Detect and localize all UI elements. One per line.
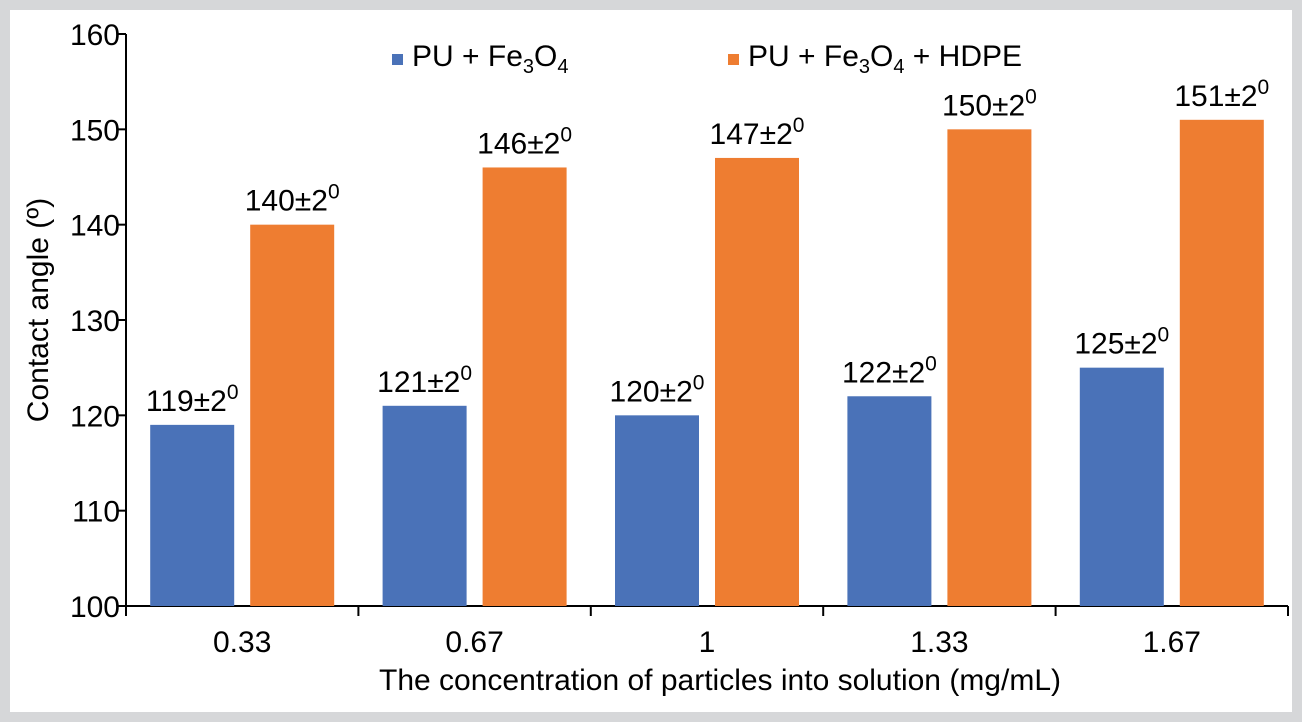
bar-pu-fe3o4-hdpe bbox=[1179, 119, 1264, 607]
data-label: 121±20 bbox=[377, 362, 472, 399]
data-label: 125±20 bbox=[1074, 324, 1169, 361]
x-tick-label: 0.33 bbox=[213, 626, 271, 659]
y-tick-label: 160 bbox=[70, 19, 120, 52]
data-label: 122±20 bbox=[842, 352, 937, 389]
legend-label: PU + Fe3O4 bbox=[412, 40, 568, 78]
legend: PU + Fe3O4 PU + Fe3O4 + HDPE bbox=[392, 40, 1022, 78]
bar-pu-fe3o4 bbox=[847, 396, 932, 606]
y-tick-label: 140 bbox=[70, 210, 120, 243]
data-label: 151±20 bbox=[1174, 76, 1269, 113]
y-tick-label: 150 bbox=[70, 114, 120, 147]
bar-pu-fe3o4-hdpe bbox=[482, 167, 567, 606]
bar-pu-fe3o4-hdpe bbox=[250, 224, 335, 606]
bar-pu-fe3o4-hdpe bbox=[947, 129, 1032, 606]
y-tick-label: 100 bbox=[70, 591, 120, 624]
x-tick-label: 1.67 bbox=[1143, 626, 1201, 659]
x-tick-label: 1 bbox=[699, 626, 716, 659]
legend-swatch bbox=[392, 54, 403, 65]
y-tick-label: 120 bbox=[70, 400, 120, 433]
x-tick-label: 1.33 bbox=[910, 626, 968, 659]
legend-label: PU + Fe3O4 + HDPE bbox=[748, 40, 1022, 78]
bar-pu-fe3o4 bbox=[150, 424, 235, 606]
x-axis-title: The concentration of particles into solu… bbox=[379, 664, 1061, 697]
bars bbox=[150, 119, 1264, 607]
chart-frame: 100 110 120 130 140 150 160 0.33 0.67 1 1.33 1.67 1… bbox=[10, 10, 1292, 712]
data-label: 150±20 bbox=[942, 85, 1037, 122]
bar-labels: 119±20 140±20 121±20 146±20 120±20 147±20 122±… bbox=[146, 76, 1269, 418]
axes: 100 110 120 130 140 150 160 0.33 0.67 1 1.33 1.67 bbox=[70, 19, 1289, 659]
data-label: 120±20 bbox=[610, 371, 705, 408]
bar-pu-fe3o4 bbox=[1079, 367, 1164, 606]
x-tick-label: 0.67 bbox=[445, 626, 503, 659]
y-tick-label: 110 bbox=[72, 496, 120, 529]
bar-pu-fe3o4 bbox=[382, 405, 467, 606]
bar-pu-fe3o4 bbox=[615, 415, 699, 606]
data-label: 119±20 bbox=[146, 381, 239, 418]
bar-chart: 100 110 120 130 140 150 160 0.33 0.67 1 1.33 1.67 1… bbox=[22, 19, 1289, 697]
y-axis-title: Contact angle (º) bbox=[22, 198, 55, 422]
legend-swatch bbox=[728, 54, 739, 65]
bar-pu-fe3o4-hdpe bbox=[715, 157, 799, 606]
data-label: 140±20 bbox=[245, 181, 340, 218]
y-tick-label: 130 bbox=[70, 305, 120, 338]
data-label: 147±20 bbox=[710, 114, 805, 151]
data-label: 146±20 bbox=[477, 123, 572, 160]
